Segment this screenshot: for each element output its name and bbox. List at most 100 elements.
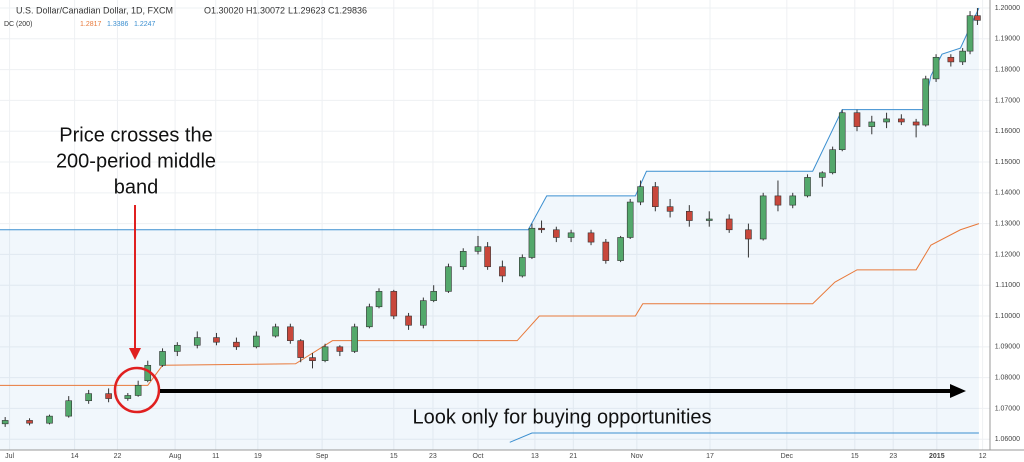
candle-body: [272, 326, 279, 337]
y-tick-label: 1.07000: [995, 405, 1020, 412]
candle-body: [804, 177, 811, 197]
annotations: Price crosses the 200-period middle band…: [56, 124, 966, 428]
y-tick-label: 1.17000: [995, 97, 1020, 104]
candle-body: [309, 357, 316, 361]
x-tick-label: Sep: [316, 453, 329, 460]
y-tick-label: 1.20000: [995, 5, 1020, 12]
y-tick-label: 1.06000: [995, 436, 1020, 443]
candle-body: [233, 341, 240, 348]
x-tick-label: Dec: [781, 453, 794, 460]
highlight-circle: [113, 366, 161, 414]
candle-body: [838, 112, 846, 150]
candle-body: [65, 400, 73, 417]
x-tick-label: 13: [531, 453, 539, 460]
y-tick-label: 1.14000: [995, 190, 1020, 197]
chart-title: U.S. Dollar/Canadian Dollar, 1D, FXCM: [16, 5, 173, 15]
ohlc-close: C1.29836: [328, 5, 367, 15]
candle-body: [124, 395, 132, 399]
candle-body: [626, 201, 634, 238]
candle-body: [519, 257, 526, 277]
x-tick-label: Aug: [169, 453, 182, 460]
indicator-value: 1.3386: [107, 21, 129, 28]
candle-body: [445, 266, 452, 292]
x-tick-label: 2015: [929, 453, 945, 460]
candle-body: [759, 195, 767, 240]
x-tick-label: 21: [569, 453, 577, 460]
x-tick-label: 17: [706, 453, 714, 460]
candle-body: [666, 206, 674, 212]
x-tick-label: 23: [429, 453, 437, 460]
annotation: band: [114, 176, 159, 198]
candle-body: [617, 237, 624, 261]
indicator-name: DC (200): [4, 21, 32, 28]
y-tick-label: 1.16000: [995, 128, 1020, 135]
arrow-head: [950, 384, 966, 398]
candle-body: [567, 232, 575, 238]
arrow-head: [129, 348, 141, 360]
candle-body: [159, 351, 166, 366]
y-tick-label: 1.08000: [995, 374, 1020, 381]
candle-body: [974, 15, 981, 21]
indicator-value: 1.2817: [80, 21, 102, 28]
annotation: 200-period middle: [56, 150, 216, 172]
candle-body: [922, 78, 930, 126]
series-layer: [0, 0, 990, 450]
candle-body: [947, 56, 955, 63]
candle-body: [932, 56, 940, 80]
candle-body: [366, 306, 373, 328]
indicator-value: 1.2247: [134, 21, 156, 28]
annotation: Price crosses the: [59, 124, 212, 146]
x-tick-label: Oct: [473, 453, 484, 460]
x-tick-label: Nov: [631, 453, 644, 460]
candle-body: [686, 210, 693, 221]
candle-body: [499, 266, 506, 277]
candle-body: [912, 121, 920, 126]
candle-body: [637, 186, 644, 203]
y-tick-label: 1.18000: [995, 66, 1020, 73]
band-line: [509, 432, 979, 443]
y-tick-label: 1.15000: [995, 159, 1020, 166]
candle-body: [829, 149, 836, 174]
candle-body: [213, 337, 220, 343]
candle-body: [297, 340, 304, 358]
candle-body: [966, 15, 974, 52]
x-tick-label: 15: [851, 453, 859, 460]
candle-body: [420, 300, 427, 326]
candle-body: [430, 291, 437, 301]
candle-body: [459, 251, 467, 268]
y-tick-label: 1.12000: [995, 251, 1020, 258]
candle-body: [959, 50, 966, 63]
x-tick-label: 12: [979, 453, 987, 460]
candle-body: [745, 229, 752, 240]
candle-body: [484, 246, 491, 268]
candle-body: [474, 246, 482, 252]
candle-body: [528, 227, 536, 258]
y-tick-label: 1.10000: [995, 313, 1020, 320]
candle-body: [85, 393, 92, 402]
candle-body: [46, 415, 53, 424]
candle-body: [1, 420, 9, 425]
candle-body: [287, 326, 294, 341]
channel-fill: [0, 8, 979, 450]
candle-body: [26, 420, 33, 424]
candle-body: [853, 112, 861, 127]
candle-body: [789, 195, 797, 206]
y-tick-label: 1.11000: [995, 282, 1020, 289]
x-tick-label: 11: [212, 453, 219, 460]
candle-body: [774, 195, 782, 206]
candle-body: [898, 118, 905, 123]
candle-body: [652, 186, 659, 207]
band-line: [0, 7, 980, 231]
ohlc-open: O1.30020: [204, 5, 244, 15]
candle-body: [321, 346, 329, 361]
band-line: [0, 223, 980, 386]
x-tick-label: 23: [889, 453, 897, 460]
candle-body: [105, 393, 112, 399]
candle-body: [253, 335, 260, 348]
candle-body: [405, 315, 412, 326]
annotation: Look only for buying opportunities: [412, 406, 711, 428]
y-tick-label: 1.19000: [995, 36, 1020, 43]
ohlc-high: H1.30072: [246, 5, 285, 15]
candle-body: [818, 172, 826, 178]
